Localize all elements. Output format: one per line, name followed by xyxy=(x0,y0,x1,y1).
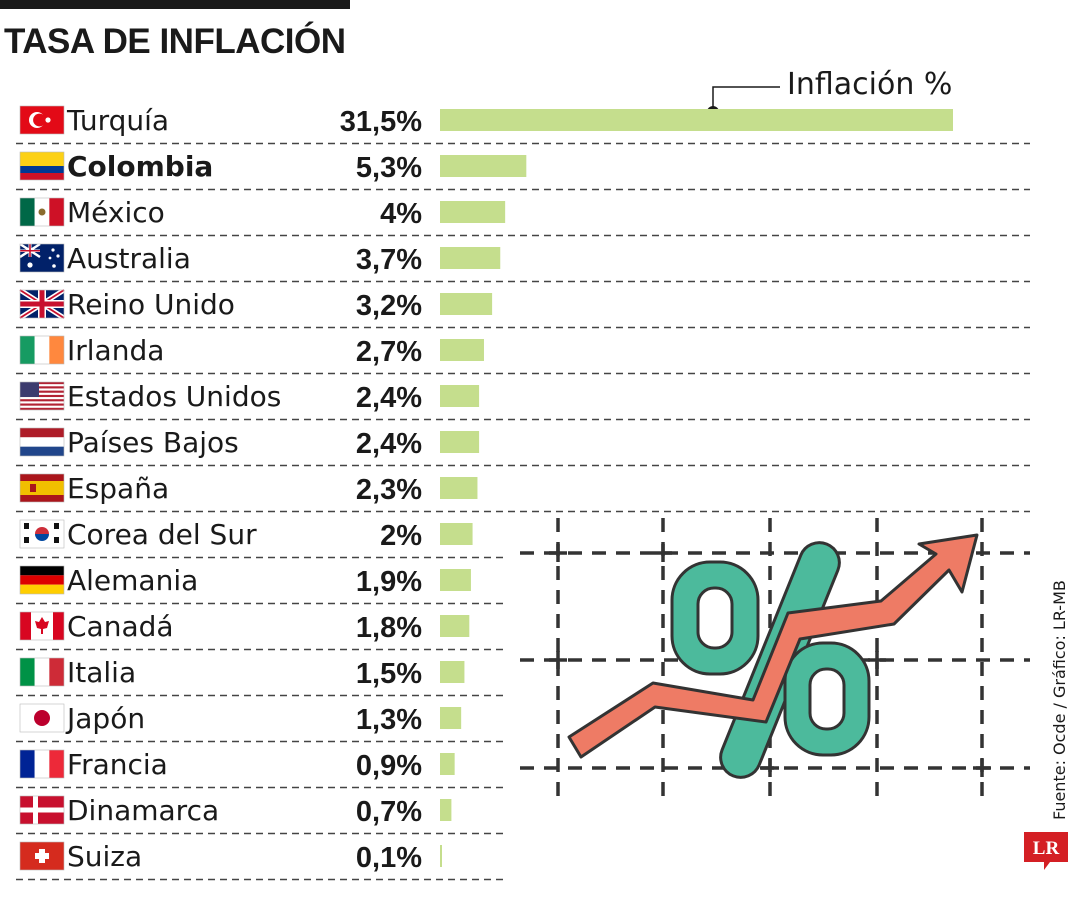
bar xyxy=(440,247,501,269)
france-flag-icon xyxy=(19,749,65,779)
inflation-illustration xyxy=(520,518,1030,805)
table-row: Turquía 31,5% xyxy=(16,104,1030,145)
table-row: Alemania 1,9% xyxy=(16,564,505,605)
spain-flag-icon xyxy=(19,473,65,503)
switzerland-flag-icon xyxy=(19,841,65,871)
table-row: Japón 1,3% xyxy=(16,702,505,743)
country-label: Dinamarca xyxy=(67,794,219,827)
country-label: Alemania xyxy=(67,564,198,597)
bar xyxy=(440,753,455,775)
bar xyxy=(440,845,442,867)
table-row: Canadá 1,8% xyxy=(16,610,505,651)
value-label: 2,3% xyxy=(356,474,422,506)
uk-flag-icon xyxy=(18,287,66,321)
value-label: 5,3% xyxy=(356,152,422,184)
bar xyxy=(440,293,493,315)
table-row: México 4% xyxy=(16,196,1030,237)
value-label: 2,7% xyxy=(356,336,422,368)
source-note: Fuente: Ocde / Gráfico: LR-MB xyxy=(1050,580,1069,820)
country-label: España xyxy=(67,472,169,505)
table-row: Reino Unido 3,2% xyxy=(16,287,1030,329)
turkey-flag-icon xyxy=(19,105,65,135)
value-label: 1,8% xyxy=(356,612,422,644)
country-label: Suiza xyxy=(67,840,142,873)
australia-flag-icon xyxy=(19,242,65,273)
value-label: 0,9% xyxy=(356,750,422,782)
germany-flag-icon xyxy=(19,565,65,595)
country-label: Italia xyxy=(67,656,136,689)
country-label: Turquía xyxy=(66,104,169,137)
bar xyxy=(440,385,480,407)
country-label: Francia xyxy=(67,748,168,781)
rising-arrow xyxy=(567,533,979,759)
bar xyxy=(440,109,953,131)
table-row: Australia 3,7% xyxy=(16,242,1030,283)
value-label: 1,3% xyxy=(356,704,422,736)
country-label: Irlanda xyxy=(67,334,164,367)
country-label: Reino Unido xyxy=(67,288,235,321)
canada-flag-icon xyxy=(19,611,65,641)
country-label: México xyxy=(67,196,165,229)
value-label: 0,7% xyxy=(356,796,422,828)
bar xyxy=(440,799,452,821)
bar xyxy=(440,569,471,591)
country-label: Canadá xyxy=(67,610,174,643)
table-row: Colombia 5,3% xyxy=(16,150,1030,191)
bar xyxy=(440,661,465,683)
table-row: Francia 0,9% xyxy=(16,748,505,789)
italy-flag-icon xyxy=(19,657,65,687)
value-label: 3,7% xyxy=(356,244,422,276)
logo-text: LR xyxy=(1033,838,1060,859)
country-label: Corea del Sur xyxy=(67,518,257,551)
value-label: 0,1% xyxy=(356,842,422,874)
legend-label: Inflación % xyxy=(787,67,953,102)
value-label: 2% xyxy=(380,520,422,552)
mexico-flag-icon xyxy=(19,197,65,227)
value-label: 1,9% xyxy=(356,566,422,598)
country-label: Japón xyxy=(65,702,145,735)
title-top-bar xyxy=(0,0,350,9)
bar xyxy=(440,707,462,729)
table-row: España 2,3% xyxy=(16,472,1030,513)
usa-flag-icon xyxy=(19,381,65,411)
value-label: 3,2% xyxy=(356,290,422,322)
bar xyxy=(440,155,527,177)
chart-title: TASA DE INFLACIÓN xyxy=(4,22,346,61)
ireland-flag-icon xyxy=(19,335,65,365)
value-label: 2,4% xyxy=(356,428,422,460)
table-row: Estados Unidos 2,4% xyxy=(16,380,1030,421)
lr-logo: LR xyxy=(1024,832,1068,870)
value-label: 31,5% xyxy=(340,106,422,138)
table-row: Irlanda 2,7% xyxy=(16,334,1030,375)
bar xyxy=(440,523,473,545)
japan-flag-icon xyxy=(19,703,65,733)
bar xyxy=(440,339,484,361)
country-label: Países Bajos xyxy=(67,426,239,459)
bar xyxy=(440,477,478,499)
bar xyxy=(440,431,480,453)
denmark-flag-icon xyxy=(19,795,65,825)
table-row: Suiza 0,1% xyxy=(16,840,505,881)
value-label: 4% xyxy=(380,198,422,230)
country-label: Colombia xyxy=(67,150,213,183)
bar xyxy=(440,615,470,637)
south-korea-flag-icon xyxy=(19,519,65,549)
value-label: 1,5% xyxy=(356,658,422,690)
country-label: Australia xyxy=(67,242,191,275)
netherlands-flag-icon xyxy=(19,427,65,457)
table-row: Países Bajos 2,4% xyxy=(16,426,1030,467)
value-label: 2,4% xyxy=(356,382,422,414)
colombia-flag-icon xyxy=(19,151,65,181)
table-row: Dinamarca 0,7% xyxy=(16,794,505,835)
table-row: Italia 1,5% xyxy=(16,656,505,697)
country-label: Estados Unidos xyxy=(67,380,281,413)
table-row: Corea del Sur 2% xyxy=(16,518,505,559)
bar xyxy=(440,201,506,223)
